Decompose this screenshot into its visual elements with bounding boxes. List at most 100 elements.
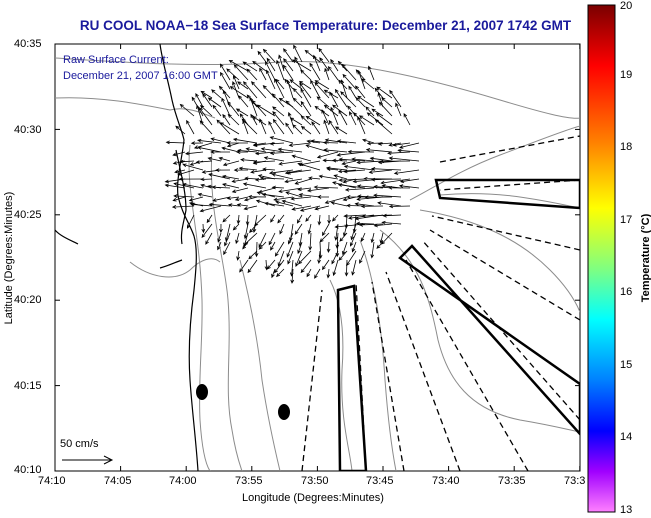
current-vector xyxy=(245,147,267,153)
current-vector xyxy=(370,167,402,171)
current-vector xyxy=(323,104,339,117)
current-vector xyxy=(201,223,213,239)
current-vector xyxy=(326,166,348,171)
current-vector xyxy=(319,232,330,243)
current-vector xyxy=(210,150,230,154)
current-vector xyxy=(304,49,321,63)
current-vector xyxy=(297,241,303,255)
current-vector xyxy=(330,58,339,72)
current-vector xyxy=(376,86,393,99)
current-vector xyxy=(284,178,303,184)
colorbar-tick-label: 18 xyxy=(620,141,633,153)
current-vector xyxy=(349,111,357,126)
current-vector xyxy=(330,106,339,126)
current-vector xyxy=(222,214,231,223)
current-vector xyxy=(333,174,348,180)
current-vector xyxy=(274,241,285,257)
current-vector xyxy=(229,86,249,99)
current-vector xyxy=(343,169,366,174)
current-vector xyxy=(207,97,222,108)
current-vector xyxy=(237,95,249,108)
current-vector xyxy=(289,79,303,90)
current-vector xyxy=(290,268,295,284)
current-vector xyxy=(349,232,357,247)
current-vector xyxy=(234,196,249,201)
current-vector xyxy=(240,158,258,162)
current-vector xyxy=(368,169,393,174)
current-vector xyxy=(200,104,213,117)
current-vector xyxy=(276,59,285,81)
current-vector xyxy=(221,183,240,189)
current-vector xyxy=(299,82,312,99)
current-vector xyxy=(326,241,331,254)
colorbar xyxy=(587,4,616,513)
current-vector xyxy=(338,109,348,126)
current-vector xyxy=(347,149,375,154)
current-vector xyxy=(398,142,420,149)
current-vector xyxy=(243,81,258,99)
current-vector xyxy=(388,204,411,209)
current-vector xyxy=(299,205,321,212)
current-vector xyxy=(287,250,294,265)
current-vector xyxy=(356,184,384,189)
x-axis-label: Longitude (Degrees:Minutes) xyxy=(242,492,384,504)
current-vector xyxy=(377,201,402,207)
y-tick-label: 40:30 xyxy=(14,124,42,136)
current-vector xyxy=(361,78,375,90)
current-vector xyxy=(173,182,195,189)
current-vector xyxy=(205,232,213,245)
current-vector xyxy=(343,214,366,218)
current-vector xyxy=(379,159,411,164)
current-vector xyxy=(321,259,330,271)
current-vector xyxy=(337,169,357,174)
current-vector xyxy=(308,232,313,251)
current-vector xyxy=(252,60,267,72)
current-vector xyxy=(195,92,204,108)
current-vector xyxy=(279,223,285,235)
current-vector xyxy=(278,160,303,166)
current-vector xyxy=(306,187,330,193)
current-vector xyxy=(344,259,349,277)
current-vector xyxy=(305,214,312,222)
current-vector xyxy=(270,241,276,251)
y-tick-label: 40:20 xyxy=(14,294,42,306)
current-vector xyxy=(346,195,366,199)
current-vector xyxy=(398,184,420,189)
y-tick-label: 40:35 xyxy=(14,38,42,50)
current-vector xyxy=(227,113,240,126)
current-vector xyxy=(210,137,231,144)
current-vector xyxy=(344,187,375,192)
current-vector xyxy=(317,250,321,265)
current-vector xyxy=(219,122,240,135)
current-vector xyxy=(235,108,249,117)
current-vector xyxy=(294,56,303,72)
current-vector xyxy=(227,101,240,117)
current-vector xyxy=(353,112,366,126)
current-vector xyxy=(340,91,357,108)
current-vector xyxy=(254,177,267,182)
current-vector xyxy=(314,81,330,99)
current-vector xyxy=(335,232,340,249)
current-vector xyxy=(226,68,240,81)
current-vector xyxy=(259,67,267,81)
current-vector xyxy=(375,112,393,126)
current-vector xyxy=(340,79,348,99)
x-tick-label: 73:3 xyxy=(564,475,586,487)
current-vector xyxy=(382,213,402,218)
current-vector xyxy=(300,69,312,81)
current-vector xyxy=(286,241,294,258)
colorbar-tick-label: 16 xyxy=(620,286,633,298)
current-vector xyxy=(236,203,249,207)
current-vector xyxy=(397,148,420,153)
current-vector xyxy=(331,250,339,265)
current-vector xyxy=(297,162,321,171)
current-vector xyxy=(338,250,348,261)
map-frame xyxy=(54,43,581,472)
current-vector xyxy=(294,223,303,235)
current-vector xyxy=(326,268,331,279)
current-vector xyxy=(184,151,204,156)
current-vector xyxy=(164,183,186,189)
current-vector xyxy=(294,178,312,185)
current-vector xyxy=(297,187,312,192)
current-vector xyxy=(351,241,357,253)
